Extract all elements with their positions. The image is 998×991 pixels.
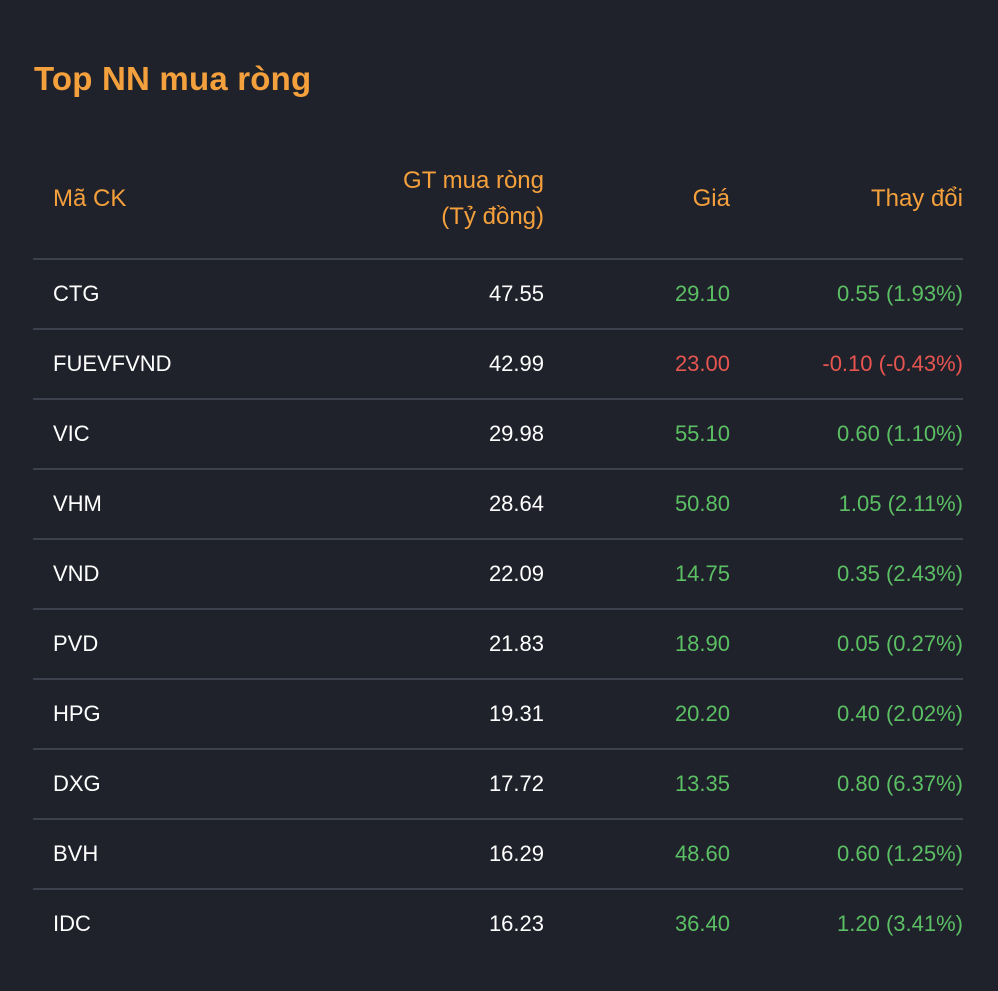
stock-code: CTG	[53, 281, 100, 306]
table-row[interactable]: BVH 16.29 48.60 0.60 (1.25%)	[33, 818, 963, 888]
price-change: 1.20 (3.41%)	[837, 911, 963, 936]
price: 36.40	[674, 911, 730, 936]
table-row[interactable]: DXG 17.72 13.35 0.80 (6.37%)	[33, 748, 963, 818]
price-change: 0.80 (6.37%)	[837, 771, 963, 796]
price: 50.80	[674, 491, 730, 516]
price: 13.35	[674, 771, 730, 796]
net-buy-value: 22.09	[488, 561, 544, 586]
table-row[interactable]: VHM 28.64 50.80 1.05 (2.11%)	[33, 468, 963, 538]
price-change: 0.35 (2.43%)	[837, 561, 963, 586]
net-buy-value: 28.64	[488, 491, 544, 516]
net-buy-value: 42.99	[488, 351, 544, 376]
stock-code: VND	[53, 561, 100, 586]
price-change: 0.55 (1.93%)	[837, 281, 963, 306]
stock-code: HPG	[53, 701, 101, 726]
table-row[interactable]: FUEVFVND 42.99 23.00 -0.10 (-0.43%)	[33, 328, 963, 398]
header-change: Thay đổi	[870, 185, 963, 212]
net-buy-value: 16.23	[488, 911, 544, 936]
widget-title: Top NN mua ròng	[34, 60, 312, 97]
stock-code: VIC	[53, 421, 90, 446]
price: 48.60	[674, 841, 730, 866]
net-buy-value: 17.72	[488, 771, 544, 796]
stock-code: VHM	[53, 491, 102, 516]
stock-code: IDC	[53, 911, 91, 936]
price: 14.75	[674, 561, 730, 586]
stock-code: PVD	[53, 631, 99, 656]
table-row[interactable]: VND 22.09 14.75 0.35 (2.43%)	[33, 538, 963, 608]
price-change: 1.05 (2.11%)	[838, 491, 963, 516]
price: 20.20	[674, 701, 730, 726]
net-buy-value: 21.83	[488, 631, 544, 656]
price-change: -0.10 (-0.43%)	[822, 351, 963, 376]
table-row[interactable]: PVD 21.83 18.90 0.05 (0.27%)	[33, 608, 963, 678]
header-value: GT mua ròng (Tỷ đồng)	[343, 163, 544, 235]
table-row[interactable]: VIC 29.98 55.10 0.60 (1.10%)	[33, 398, 963, 468]
stock-code: DXG	[53, 771, 101, 796]
stock-code: FUEVFVND	[53, 351, 172, 376]
price: 55.10	[674, 421, 730, 446]
net-buy-value: 47.55	[488, 281, 544, 306]
net-buy-table: Mã CK GT mua ròng (Tỷ đồng) Giá Thay đổi…	[33, 140, 963, 958]
header-price: Giá	[692, 185, 730, 212]
header-code: Mã CK	[53, 185, 127, 212]
price: 23.00	[674, 351, 730, 376]
stock-code: BVH	[53, 841, 99, 866]
header-value-line2: (Tỷ đồng)	[441, 203, 544, 230]
price-change: 0.05 (0.27%)	[837, 631, 963, 656]
net-buy-value: 19.31	[488, 701, 544, 726]
price-change: 0.40 (2.02%)	[837, 701, 963, 726]
header-value-line1: GT mua ròng	[403, 167, 544, 194]
table-row[interactable]: HPG 19.31 20.20 0.40 (2.02%)	[33, 678, 963, 748]
price-change: 0.60 (1.25%)	[837, 841, 963, 866]
net-buy-value: 29.98	[488, 421, 544, 446]
table-body: CTG 47.55 29.10 0.55 (1.93%) FUEVFVND 42.99 23…	[33, 258, 963, 958]
price-change: 0.60 (1.10%)	[837, 421, 963, 446]
table-header: Mã CK GT mua ròng (Tỷ đồng) Giá Thay đổi	[33, 140, 963, 258]
price: 18.90	[674, 631, 730, 656]
net-buy-value: 16.29	[488, 841, 544, 866]
table-row[interactable]: CTG 47.55 29.10 0.55 (1.93%)	[33, 258, 963, 328]
price: 29.10	[674, 281, 730, 306]
table-row[interactable]: IDC 16.23 36.40 1.20 (3.41%)	[33, 888, 963, 958]
